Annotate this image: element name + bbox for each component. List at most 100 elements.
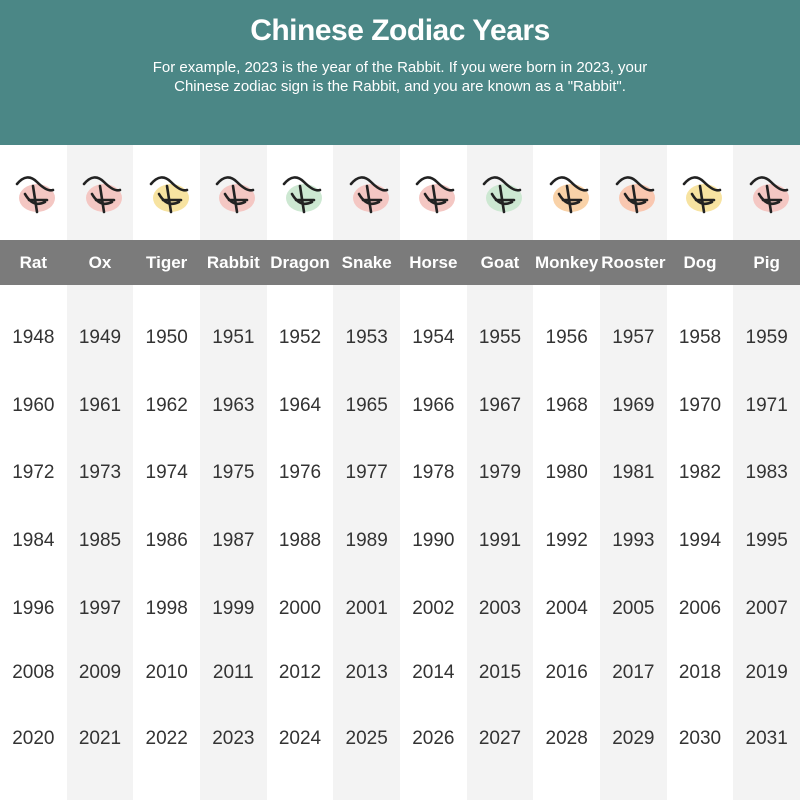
icon-blob	[219, 184, 256, 212]
icon-blob	[152, 184, 189, 212]
year-cell: 1955	[478, 327, 522, 348]
year-cell: 1958	[678, 327, 722, 348]
year-cell: 1967	[478, 395, 522, 416]
column-header: Horse	[409, 253, 458, 272]
subtitle: For example, 2023 is the year of the Rab…	[152, 59, 648, 76]
column-header: Monkey	[535, 253, 599, 272]
icon-blob	[352, 184, 389, 212]
year-cell: 1969	[612, 395, 655, 416]
zodiac-icon	[349, 176, 389, 214]
icon-blob	[752, 184, 789, 212]
year-cell: 1963	[212, 395, 255, 416]
year-cell: 1992	[545, 530, 588, 551]
icon-blob	[486, 184, 522, 212]
year-cell: 1999	[212, 598, 255, 619]
year-cell: 2002	[412, 598, 455, 619]
year-cell: 1984	[12, 530, 55, 551]
column-header: Rat	[19, 253, 48, 272]
year-cell: 1961	[78, 395, 122, 416]
column-header: Goat	[480, 253, 520, 272]
icon-blob	[19, 184, 56, 212]
year-cell: 1964	[278, 395, 322, 416]
zodiac-icon	[82, 176, 122, 214]
icon-blob	[619, 184, 656, 212]
icon-strokes	[349, 176, 388, 214]
column-header: Snake	[341, 253, 392, 272]
year-cell: 2028	[545, 728, 588, 749]
year-cell: 1990	[412, 530, 455, 551]
year-cell: 2001	[345, 598, 388, 619]
year-cell: 2016	[545, 662, 588, 683]
year-cell: 2000	[278, 598, 322, 619]
year-cell: 2021	[78, 728, 122, 749]
subtitle: Chinese zodiac sign is the Rabbit, and y…	[174, 78, 626, 95]
year-cell: 1971	[745, 395, 788, 416]
year-cell: 2031	[745, 728, 788, 749]
year-cell: 1949	[78, 327, 122, 348]
year-cell: 2027	[478, 728, 522, 749]
icon-strokes	[616, 176, 655, 214]
year-cell: 1995	[745, 530, 788, 551]
icon-blob	[86, 184, 122, 212]
year-cell: 1994	[678, 530, 722, 551]
year-cell: 2004	[545, 598, 588, 619]
year-cell: 2010	[145, 662, 188, 683]
year-cell: 1988	[278, 530, 322, 551]
year-cell: 2026	[412, 728, 455, 749]
year-cell: 2023	[212, 728, 255, 749]
header: Chinese Zodiac Years For example, 2023 i…	[0, 0, 800, 145]
icon-strokes	[216, 176, 255, 214]
icon-strokes	[416, 176, 455, 214]
year-cell: 2003	[478, 598, 522, 619]
year-cell: 1991	[478, 530, 522, 551]
icon-strokes	[682, 176, 722, 214]
year-cell: 1972	[12, 462, 55, 483]
year-cell: 1953	[345, 327, 388, 348]
year-cell: 2009	[78, 662, 122, 683]
year-cell: 1977	[345, 462, 388, 483]
title: Chinese Zodiac Years	[250, 14, 550, 47]
year-cell: 1966	[412, 395, 455, 416]
year-cell: 1957	[612, 327, 655, 348]
column-header: Rooster	[601, 253, 666, 272]
icon-strokes	[82, 176, 122, 214]
icon-strokes	[149, 176, 188, 214]
year-cell: 2019	[745, 662, 788, 683]
year-cell: 1982	[678, 462, 722, 483]
year-cell: 2020	[12, 728, 55, 749]
year-cell: 1970	[678, 395, 722, 416]
icon-blob	[552, 184, 589, 212]
year-cell: 2006	[678, 598, 722, 619]
year-cell: 1973	[78, 462, 122, 483]
year-cell: 1950	[145, 327, 188, 348]
column-header: Dog	[683, 253, 717, 272]
header-band	[0, 240, 800, 285]
icon-blob	[286, 184, 322, 212]
year-cell: 1987	[212, 530, 255, 551]
year-cell: 1997	[78, 598, 122, 619]
icon-strokes	[749, 176, 788, 214]
year-cell: 2011	[212, 662, 254, 683]
icon-strokes	[282, 176, 322, 214]
year-cell: 1951	[212, 327, 255, 348]
zodiac-icon	[482, 176, 522, 214]
year-cell: 1956	[545, 327, 588, 348]
column-header: Ox	[88, 253, 112, 272]
zodiac-icon	[216, 176, 256, 214]
year-cell: 2015	[478, 662, 522, 683]
year-cell: 1985	[78, 530, 122, 551]
year-cell: 2008	[12, 662, 55, 683]
zodiac-icon	[549, 176, 589, 214]
year-cell: 1948	[12, 327, 55, 348]
icon-blob	[419, 184, 456, 212]
year-cell: 1976	[278, 462, 322, 483]
year-cell: 2018	[678, 662, 722, 683]
year-cell: 2017	[612, 662, 655, 683]
year-cell: 1959	[745, 327, 788, 348]
year-cell: 2029	[612, 728, 655, 749]
year-cell: 1980	[545, 462, 588, 483]
year-cell: 1968	[545, 395, 588, 416]
zodiac-icon	[282, 176, 322, 214]
year-cell: 1952	[278, 327, 322, 348]
